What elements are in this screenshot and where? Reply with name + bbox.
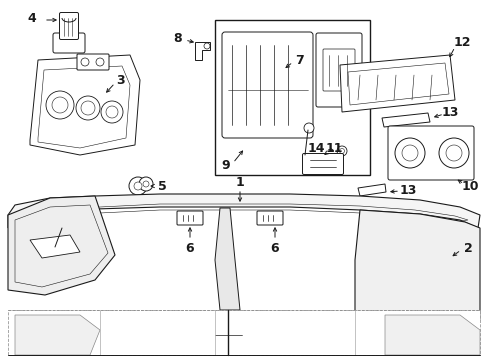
FancyBboxPatch shape [302,153,343,175]
FancyBboxPatch shape [59,13,78,40]
Circle shape [81,58,89,66]
Polygon shape [355,210,480,320]
Text: 14: 14 [307,141,325,154]
Text: 11: 11 [325,141,343,154]
Circle shape [129,177,147,195]
Circle shape [143,181,149,187]
Text: 9: 9 [221,158,230,171]
Circle shape [106,106,118,118]
Polygon shape [30,235,80,258]
Polygon shape [15,315,100,355]
Polygon shape [340,55,455,112]
FancyBboxPatch shape [77,54,109,70]
Polygon shape [215,208,240,310]
Polygon shape [382,113,430,127]
Polygon shape [195,42,210,60]
Circle shape [81,101,95,115]
Polygon shape [30,55,140,155]
Polygon shape [358,184,386,196]
Circle shape [52,97,68,113]
Text: 12: 12 [453,36,471,49]
Circle shape [402,145,418,161]
Text: 2: 2 [464,242,472,255]
Text: 5: 5 [158,180,167,193]
Circle shape [304,123,314,133]
Polygon shape [8,194,480,228]
FancyBboxPatch shape [388,126,474,180]
Circle shape [340,149,344,153]
Circle shape [139,177,153,191]
Circle shape [101,101,123,123]
Text: 3: 3 [116,73,124,86]
Circle shape [46,91,74,119]
Text: 1: 1 [236,176,245,189]
Text: 10: 10 [461,180,479,193]
Text: 6: 6 [186,242,195,255]
FancyBboxPatch shape [177,211,203,225]
Text: 7: 7 [295,54,304,67]
Circle shape [134,182,142,190]
Text: 6: 6 [270,242,279,255]
FancyBboxPatch shape [323,49,355,91]
Text: 13: 13 [399,184,416,197]
FancyBboxPatch shape [257,211,283,225]
FancyBboxPatch shape [8,310,480,355]
Polygon shape [385,315,480,355]
FancyBboxPatch shape [53,33,85,53]
Circle shape [439,138,469,168]
Circle shape [76,96,100,120]
Polygon shape [8,196,115,295]
Circle shape [204,43,210,49]
Circle shape [446,145,462,161]
FancyBboxPatch shape [222,32,313,138]
Text: 8: 8 [173,32,182,45]
Circle shape [96,58,104,66]
Circle shape [395,138,425,168]
FancyBboxPatch shape [316,33,362,107]
Text: 13: 13 [441,105,459,118]
Text: 4: 4 [27,12,36,24]
FancyBboxPatch shape [215,20,370,175]
Circle shape [337,146,347,156]
